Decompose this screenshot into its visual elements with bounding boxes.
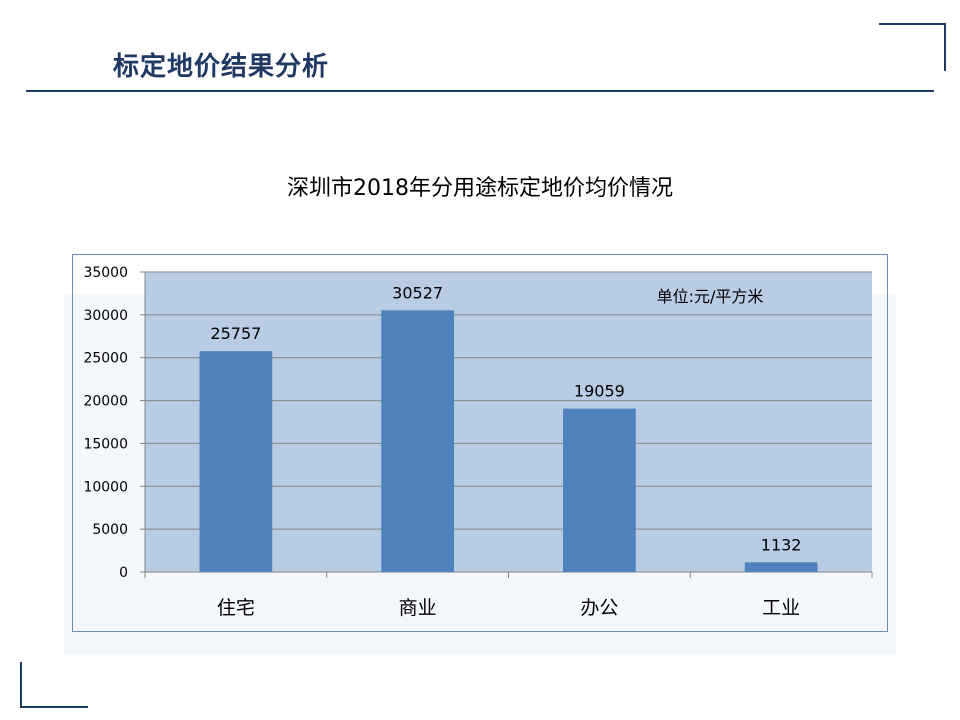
- data-label: 30527: [392, 283, 443, 302]
- y-tick-label: 5000: [92, 522, 128, 538]
- y-tick-label: 0: [119, 565, 128, 581]
- chart-title: 深圳市2018年分用途标定地价均价情况: [287, 176, 673, 201]
- data-label: 25757: [210, 324, 261, 343]
- y-tick-label: 10000: [83, 479, 128, 495]
- y-tick-label: 20000: [83, 394, 128, 410]
- chart-frame: [72, 254, 888, 632]
- y-tick-label: 15000: [83, 436, 128, 452]
- y-tick-label: 30000: [83, 308, 128, 324]
- y-tick-label: 35000: [83, 265, 128, 281]
- bar: [563, 408, 636, 572]
- bar: [199, 351, 273, 572]
- decor-corner-bottom-left-horizontal: [20, 706, 88, 708]
- decor-corner-top-right-vertical: [944, 23, 946, 71]
- title-divider: [26, 90, 934, 92]
- bar: [744, 562, 818, 572]
- x-tick-label: 工业: [762, 597, 800, 619]
- bar: [381, 310, 454, 572]
- data-label: 19059: [574, 382, 625, 401]
- decor-corner-bottom-left-vertical: [20, 662, 22, 708]
- unit-note: 单位:元/平方米: [657, 287, 764, 306]
- x-tick-label: 办公: [580, 597, 618, 619]
- decor-corner-top-right-horizontal: [879, 23, 945, 25]
- x-tick-label: 商业: [399, 597, 437, 619]
- x-tick-label: 住宅: [217, 597, 255, 619]
- data-label: 1132: [761, 535, 802, 554]
- slide-title: 标定地价结果分析: [113, 52, 330, 82]
- y-tick-label: 25000: [83, 351, 128, 367]
